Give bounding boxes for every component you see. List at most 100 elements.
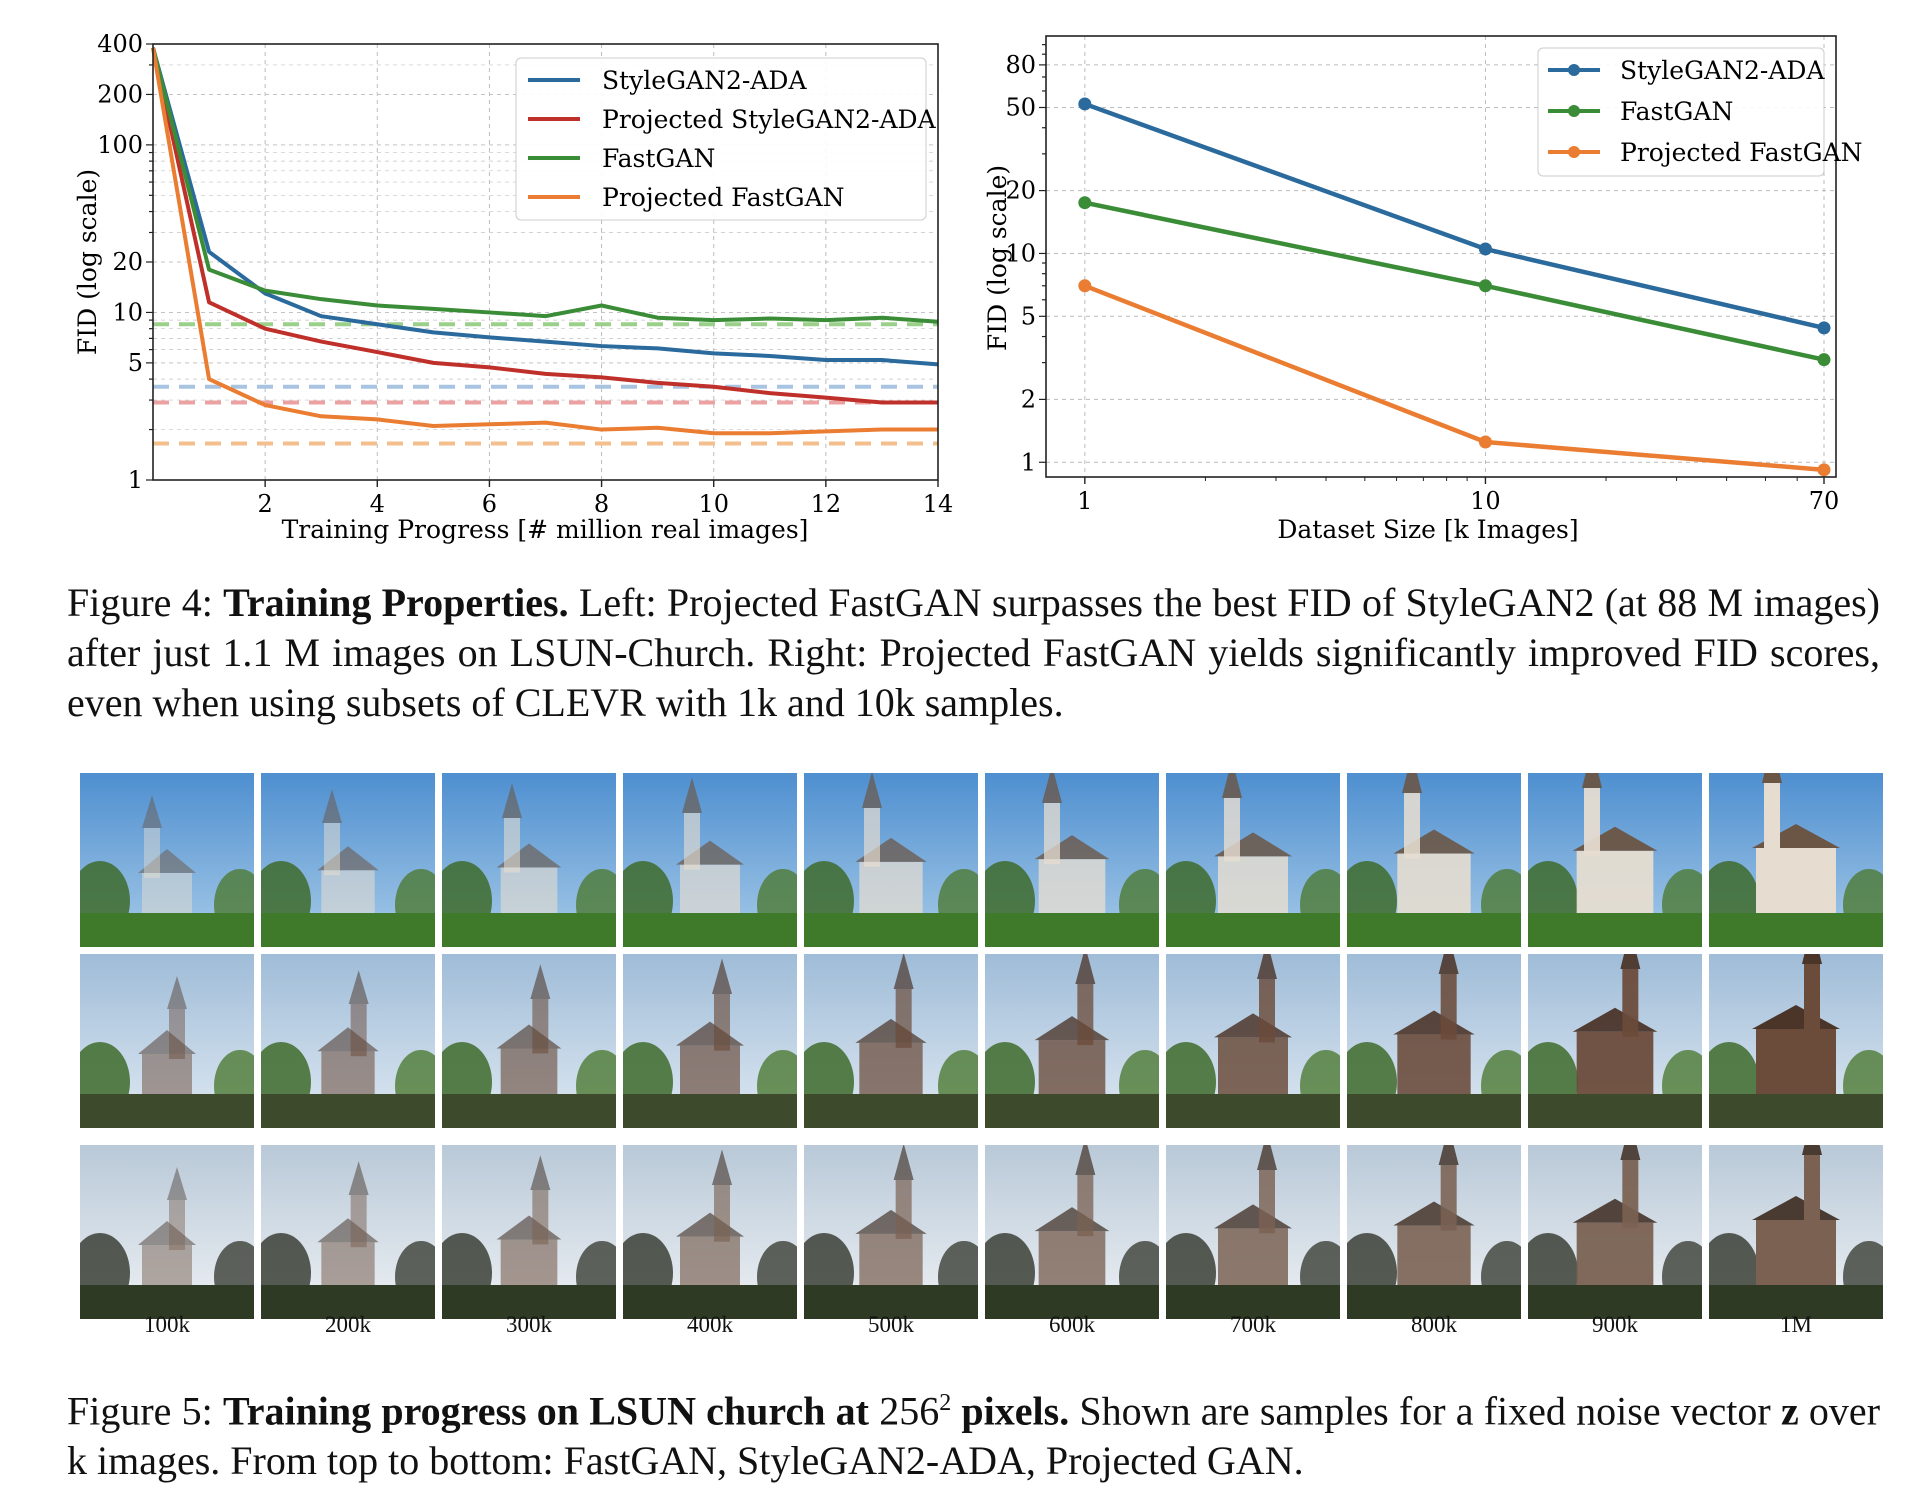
reference-lines	[153, 322, 938, 446]
sample-image	[623, 954, 797, 1128]
figure-5-caption: Figure 5: Training progress on LSUN chur…	[67, 1388, 1881, 1484]
sample-image	[623, 773, 797, 947]
sample-image	[261, 1145, 435, 1319]
x-tick-label: 12	[811, 490, 842, 518]
x-tick-label: 8	[594, 490, 609, 518]
sample-image	[442, 773, 616, 947]
data-point	[1478, 242, 1492, 256]
x-tick-label: 1	[1077, 487, 1092, 515]
column-label: 600k	[1049, 1312, 1095, 1337]
column-label: 400k	[687, 1312, 733, 1337]
sample-image	[1347, 954, 1521, 1128]
legend-entry: Projected FastGAN	[602, 183, 845, 212]
sample-image	[1166, 954, 1340, 1128]
sample-image	[1528, 954, 1702, 1128]
sample-image	[1166, 1145, 1340, 1319]
y-tick-label: 2	[1021, 385, 1036, 413]
sample-image	[1347, 1145, 1521, 1319]
data-point	[1078, 279, 1092, 293]
sample-image	[442, 954, 616, 1128]
data-point	[1817, 463, 1831, 477]
y-tick-label: 5	[128, 349, 143, 377]
legend-entry: Projected FastGAN	[1620, 138, 1863, 167]
x-axis-label: Training Progress [# million real images…	[282, 515, 809, 544]
sample-image	[985, 954, 1159, 1128]
figure-4-caption: Figure 4: Training Properties. Left: Pro…	[67, 580, 1880, 725]
series-line	[151, 47, 938, 436]
data-point	[1478, 435, 1492, 449]
x-axis-label: Dataset Size [k Images]	[1277, 515, 1578, 544]
x-tick-label: 70	[1809, 487, 1840, 515]
column-label: 100k	[144, 1312, 190, 1337]
y-tick-label: 20	[112, 248, 143, 276]
y-tick-label: 400	[97, 30, 143, 58]
sample-image	[1709, 773, 1883, 947]
x-tick-label: 4	[370, 490, 385, 518]
column-label: 500k	[868, 1312, 914, 1337]
column-label: 1M	[1780, 1312, 1812, 1337]
sample-image	[442, 1145, 616, 1319]
data-point	[1078, 97, 1092, 111]
y-tick-label: 100	[97, 131, 143, 159]
axis-ticks: 1 10 70 1 2 5 10 20 50 80	[1005, 44, 1840, 515]
series-line	[151, 47, 939, 367]
sample-image	[804, 954, 978, 1128]
sample-image	[261, 773, 435, 947]
y-tick-label: 200	[97, 80, 143, 108]
legend-entry: StyleGAN2-ADA	[602, 66, 807, 95]
legend-entry: StyleGAN2-ADA	[1620, 56, 1825, 85]
column-label: 300k	[506, 1312, 552, 1337]
series-lines	[1078, 97, 1831, 477]
series-lines	[151, 47, 939, 436]
data-point	[1078, 196, 1092, 210]
sample-image	[1528, 1145, 1702, 1319]
y-tick-label: 10	[112, 298, 143, 326]
y-tick-label: 10	[1005, 239, 1036, 267]
series-line	[151, 47, 939, 324]
sample-image	[1709, 954, 1883, 1128]
x-tick-label: 2	[258, 490, 273, 518]
sample-image	[985, 773, 1159, 947]
series-line	[151, 47, 938, 405]
x-tick-label: 6	[482, 490, 497, 518]
x-tick-label: 10	[698, 490, 729, 518]
y-axis-label: FID (log scale)	[983, 165, 1012, 351]
column-label: 800k	[1411, 1312, 1457, 1337]
sample-image	[261, 954, 435, 1128]
legend-entry: FastGAN	[602, 144, 715, 173]
x-tick-label: 14	[923, 490, 954, 518]
sample-image	[804, 1145, 978, 1319]
data-point	[1478, 279, 1492, 293]
y-tick-label: 20	[1005, 177, 1036, 205]
data-point	[1817, 321, 1831, 335]
sample-image	[1166, 773, 1340, 947]
legend-entry: FastGAN	[1620, 97, 1733, 126]
y-tick-label: 1	[128, 466, 143, 494]
series-line	[1084, 283, 1825, 473]
column-label: 900k	[1592, 1312, 1638, 1337]
y-tick-label: 1	[1021, 448, 1036, 476]
legend: StyleGAN2-ADA Projected StyleGAN2-ADA Fast…	[515, 57, 937, 221]
column-label: 700k	[1230, 1312, 1276, 1337]
sample-image	[1347, 773, 1521, 947]
sample-image	[80, 1145, 254, 1319]
y-axis-label: FID (log scale)	[73, 169, 102, 355]
legend-entry: Projected StyleGAN2-ADA	[602, 105, 937, 134]
y-tick-label: 80	[1005, 51, 1036, 79]
sample-image	[80, 954, 254, 1128]
sample-image	[1528, 773, 1702, 947]
sample-image	[985, 1145, 1159, 1319]
sample-image	[80, 773, 254, 947]
y-tick-label: 50	[1005, 94, 1036, 122]
y-tick-label: 5	[1021, 302, 1036, 330]
series-line	[1084, 200, 1825, 362]
sample-image	[1709, 1145, 1883, 1319]
sample-image	[623, 1145, 797, 1319]
sample-image	[804, 773, 978, 947]
legend: StyleGAN2-ADA FastGAN Projected FastGAN	[1537, 47, 1863, 177]
fid-dataset-size-chart: 1 10 70 1 2 5 10 20 50 80 Dataset Size [k Images]…	[983, 35, 1863, 544]
data-point	[1817, 353, 1831, 367]
axis-ticks: 2 4 6 8 10 12 14 1 5 10 20 100 200 400	[97, 30, 953, 518]
fid-training-progress-chart: 2 4 6 8 10 12 14 1 5 10 20 100 200 400 Training Progr…	[73, 30, 953, 544]
column-label: 200k	[325, 1312, 371, 1337]
